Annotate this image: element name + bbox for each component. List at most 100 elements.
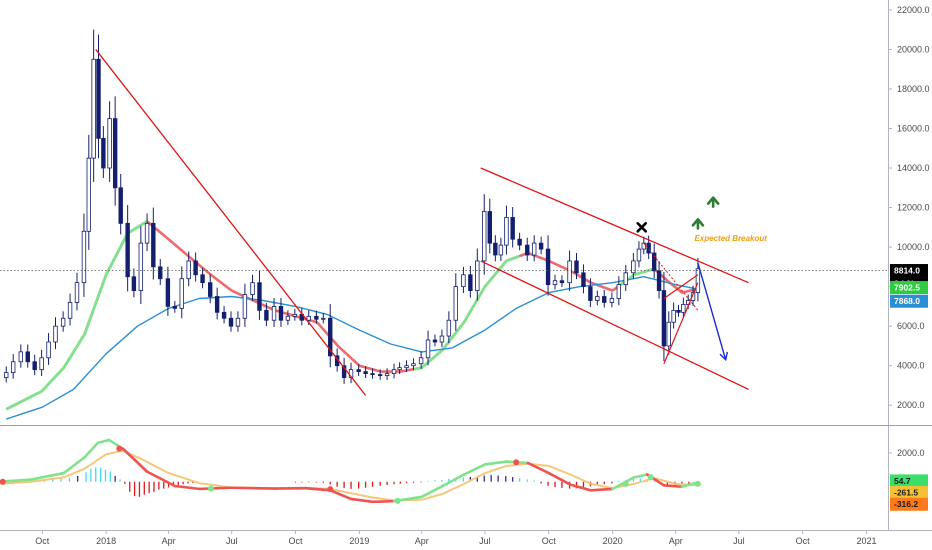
candle-body [504, 217, 509, 246]
time-tick-label: Apr [415, 536, 429, 546]
cross-dot [622, 480, 629, 487]
dotted-resistance-line [643, 242, 699, 311]
time-tick-label: Oct [289, 536, 304, 546]
candle-body [616, 284, 622, 299]
oscillator-fast-segment [121, 447, 149, 473]
candle-body [574, 260, 579, 274]
oscillator-fast-segment [526, 461, 551, 475]
candle-body [292, 313, 298, 317]
candle-body [341, 365, 347, 378]
oscillator-fast-segment [83, 441, 100, 459]
candle-body [482, 211, 487, 262]
candle-body [25, 351, 30, 363]
candle-body [671, 309, 676, 323]
candle-body [425, 339, 431, 359]
candle-body [81, 230, 87, 284]
candle-body [391, 369, 397, 375]
down-arrow-head [719, 351, 729, 362]
oscillator-pane[interactable] [0, 438, 701, 504]
candle-body [18, 351, 24, 363]
cross-dot [116, 445, 123, 452]
ma-slow-value-label-bg [890, 294, 928, 308]
candle-body [652, 252, 657, 272]
candle-body [461, 274, 466, 288]
oscillator-fast-segment [62, 455, 86, 475]
candle-body [411, 363, 416, 367]
candle-body [67, 302, 73, 319]
candle-body [74, 282, 80, 303]
candle-body [250, 282, 255, 295]
channel-lower-line [480, 260, 749, 391]
osc-value-label-3: -316.2 [894, 499, 918, 509]
candle-body [498, 244, 504, 256]
oscillator-fast-segment [349, 497, 374, 504]
oscillator-fast-segment [462, 463, 487, 476]
cross-dot [207, 485, 214, 492]
price-tick-label: 16000.0 [897, 123, 930, 133]
oscillator-slow-line [0, 449, 698, 502]
candle-body [602, 296, 607, 303]
candle-body [636, 248, 642, 262]
oscillator-fast-segment [547, 471, 572, 486]
time-tick-label: Jul [479, 536, 491, 546]
candle-body [418, 357, 424, 365]
candle-body [517, 238, 522, 246]
candle-body [60, 317, 66, 327]
x-marker-icon [636, 222, 648, 233]
price-tick-label: 6000.0 [897, 321, 925, 331]
candle-body [271, 305, 277, 321]
candle-body [39, 357, 44, 371]
candle-body [172, 305, 178, 309]
time-tick-label: Jul [226, 536, 238, 546]
candle-body [235, 317, 241, 327]
oscillator-fast-segment [441, 473, 466, 488]
candle-body [525, 244, 530, 256]
candle-body [257, 282, 262, 311]
time-tick-label: 2019 [349, 536, 369, 546]
time-tick-label: Jul [733, 536, 745, 546]
candle-body [53, 325, 58, 343]
candle-body [101, 137, 106, 169]
candle-body [278, 305, 284, 321]
cross-dot [694, 480, 701, 487]
up-arrow-icon [691, 218, 705, 230]
candle-body [285, 315, 291, 321]
current-price-label-bg [890, 264, 928, 278]
time-tick-label: Oct [796, 536, 811, 546]
oscillator-fast-segment [303, 486, 332, 492]
candle-body [623, 272, 628, 286]
time-tick-label: Apr [669, 536, 683, 546]
candle-body [595, 296, 600, 301]
oscillator-fast-segment [371, 499, 396, 504]
price-tick-label: 18000.0 [897, 84, 930, 94]
candle-body [552, 280, 558, 286]
candle-body [214, 296, 220, 313]
candle-body [228, 317, 234, 327]
time-tick-label: 2018 [96, 536, 116, 546]
cross-dot [513, 459, 520, 466]
cross-dot [394, 497, 401, 504]
candle-body [384, 373, 390, 376]
candle-body [321, 317, 326, 320]
time-tick-label: 2021 [856, 536, 876, 546]
candle-body [264, 309, 269, 321]
oscillator-fast-segment [568, 483, 593, 492]
candle-body [131, 276, 137, 291]
up-arrow-icon [706, 196, 720, 208]
candle-body [681, 304, 686, 313]
candle-body [179, 278, 184, 309]
candle-body [676, 309, 681, 313]
channel-upper-line [480, 167, 749, 284]
oscillator-fast-segment [173, 484, 201, 491]
candle-body [487, 211, 492, 244]
price-pane[interactable]: Expected Breakout [4, 29, 767, 420]
oscillator-fast-segment [632, 473, 649, 479]
candle-body [242, 294, 248, 319]
candle-body [453, 286, 458, 321]
candle-body [107, 118, 112, 169]
candle-body [46, 341, 51, 359]
candle-body [193, 260, 198, 276]
candle-body [138, 242, 144, 291]
